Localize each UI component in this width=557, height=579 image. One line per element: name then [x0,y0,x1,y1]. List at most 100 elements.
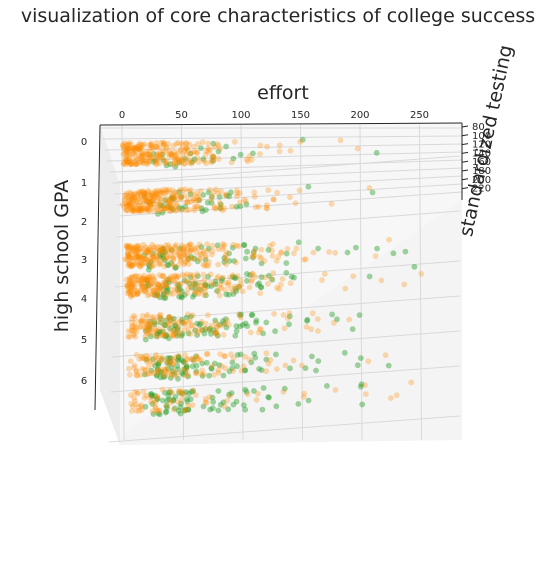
data-point [211,189,217,195]
data-point [133,273,140,280]
data-point [178,140,185,147]
data-point [132,208,139,215]
data-point [147,198,154,205]
data-point [223,192,230,199]
y-tick-label: 6 [81,376,87,387]
data-point [184,247,191,254]
data-point [157,328,163,335]
data-point [176,293,183,300]
data-point [123,203,130,209]
data-point [200,249,207,256]
data-point [257,325,263,332]
data-point [135,290,141,296]
data-point [187,283,194,290]
data-point [139,207,146,214]
data-point [153,160,160,167]
data-point [264,202,270,209]
data-point [169,196,176,203]
data-point [241,367,248,374]
data-point [291,250,297,257]
data-point [162,372,169,378]
data-point [131,193,138,200]
data-point [156,282,163,289]
data-point [144,206,151,213]
data-point [152,354,159,361]
data-point [151,292,158,299]
data-point [150,253,157,260]
data-point [163,242,169,249]
data-point [149,144,156,151]
data-point [229,203,236,210]
data-point [152,404,159,410]
data-point [158,139,165,146]
data-point [208,196,215,203]
data-point [134,291,141,297]
data-point [228,159,235,166]
data-point [138,154,145,161]
data-point [134,288,141,295]
data-point [166,314,173,320]
data-point [178,159,185,166]
data-point [149,360,156,367]
data-point [186,188,193,195]
data-point [141,189,148,196]
data-point [162,289,169,296]
data-point [205,140,212,147]
data-point [315,245,321,252]
data-point [134,144,140,150]
data-point [194,258,201,265]
data-point [206,327,213,333]
data-point [278,249,285,256]
data-point [130,207,136,214]
data-point [182,273,189,279]
data-point [202,289,209,296]
data-point [212,329,219,336]
data-point [155,208,162,214]
data-point [153,292,160,299]
data-point [192,203,199,210]
z-tick-label: 160 [472,157,491,168]
data-point [138,318,144,324]
data-point [192,326,199,333]
data-point [159,332,166,339]
data-point [143,313,150,320]
data-point [349,326,356,332]
data-point [160,141,167,148]
data-point [162,197,169,204]
data-point [122,206,129,213]
data-point [253,317,260,324]
data-point [208,159,215,166]
data-point [149,241,156,248]
data-point [148,140,155,147]
data-point [139,157,145,164]
data-point [265,281,271,287]
data-point [177,196,183,203]
data-point [139,248,146,255]
data-point [144,205,151,212]
data-point [162,159,169,166]
data-point [166,186,173,193]
data-point [150,145,157,152]
data-point [193,370,200,376]
data-point [170,315,177,322]
data-point [164,255,171,262]
data-point [182,406,189,413]
data-point [138,318,145,325]
data-point [173,330,180,337]
data-point [126,159,133,165]
data-point [161,142,167,148]
data-point [246,284,253,291]
data-point [181,319,188,326]
data-point [128,408,135,414]
data-point [126,260,133,267]
data-point [180,371,187,378]
data-point [170,206,176,213]
data-point [134,156,140,163]
data-point [145,282,152,289]
data-point [148,192,155,199]
data-point [156,248,163,254]
data-point [197,251,204,257]
data-point [123,148,130,155]
data-point [225,279,232,286]
data-point [332,249,339,256]
